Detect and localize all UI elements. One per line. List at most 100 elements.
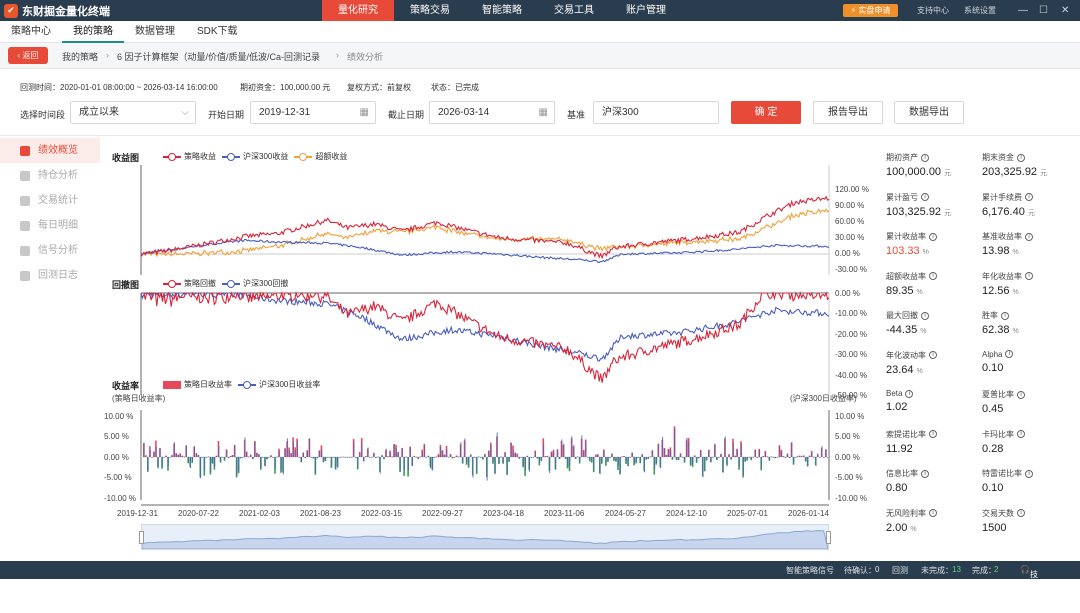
help-icon[interactable]: i (1025, 193, 1033, 201)
navigator-left-handle[interactable] (139, 531, 144, 544)
daily-bar (203, 457, 206, 476)
stat-value: 103,325.92 元 (886, 205, 952, 218)
maximize-icon[interactable]: ☐ (1039, 5, 1048, 16)
data-export-button[interactable]: 数据导出 (894, 101, 964, 124)
daily-bar (556, 449, 559, 457)
stat-value: 0.10 (982, 361, 1004, 374)
daily-bar (322, 457, 325, 462)
daily-bar (199, 457, 202, 478)
daily-bar (607, 457, 609, 463)
sidebar-item-trades[interactable]: 交易统计 (0, 188, 100, 213)
start-date-input[interactable]: 2019-12-31 ▦ (250, 101, 376, 124)
live-apply-button[interactable]: ⚡ 实盘申请 (843, 4, 898, 17)
benchmark-daily-bar (504, 452, 506, 457)
stat-value: 0.10 (982, 482, 1004, 494)
range-navigator[interactable] (139, 524, 831, 550)
signal-label[interactable]: 智能策略信号 (786, 566, 834, 575)
nav-quant-research[interactable]: 量化研究 (322, 0, 394, 21)
help-icon[interactable]: i (1025, 232, 1033, 241)
sidebar-label: 绩效概览 (38, 145, 78, 156)
nav-smart-strategy[interactable]: 智能策略 (482, 5, 522, 16)
help-icon[interactable]: i (1001, 311, 1009, 320)
help-icon[interactable]: i (1025, 272, 1033, 280)
daily-bar (693, 455, 696, 457)
help-icon[interactable]: i (921, 193, 929, 201)
help-icon[interactable]: i (921, 311, 929, 320)
benchmark-daily-bar (436, 456, 438, 458)
help-icon[interactable]: i (929, 509, 937, 517)
stat-value: 103.33% (886, 245, 929, 257)
sidebar-item-daily[interactable]: 每日明细 (0, 213, 100, 238)
daily-bar (395, 444, 397, 457)
benchmark-daily-bar (218, 445, 220, 457)
daily-bar (369, 457, 371, 458)
help-icon[interactable]: i (929, 430, 937, 438)
benchmark-daily-bar (490, 445, 492, 457)
daily-bar (397, 452, 399, 457)
help-icon[interactable]: i (921, 469, 929, 478)
help-icon[interactable]: i (1017, 390, 1025, 399)
benchmark-daily-bar (321, 449, 323, 457)
benchmark-daily-bar (773, 457, 775, 458)
nav-strategy-trading[interactable]: 策略交易 (410, 5, 450, 16)
benchmark-daily-bar (755, 449, 756, 457)
breadcrumb-my-strategy[interactable]: 我的策略 (62, 52, 99, 62)
help-icon[interactable]: i (1025, 469, 1033, 478)
benchmark-daily-bar (529, 457, 530, 472)
report-export-button[interactable]: 报告导出 (813, 101, 883, 124)
subnav-strategy-center[interactable]: 策略中心 (11, 26, 51, 37)
help-icon[interactable]: i (1017, 509, 1025, 517)
period-select[interactable]: 成立以来 ⌵ (70, 101, 196, 124)
benchmark-daily-bar (589, 457, 591, 462)
minimize-icon[interactable]: — (1018, 5, 1028, 16)
navigator-right-handle[interactable] (826, 531, 831, 544)
settings-link[interactable]: 系统设置 (964, 6, 996, 15)
help-icon[interactable]: i (1005, 350, 1014, 358)
subnav-my-strategy[interactable]: 我的策略 (62, 21, 124, 43)
close-icon[interactable]: ✕ (1061, 5, 1070, 16)
benchmark-daily-bar (779, 446, 781, 457)
daily-bar (802, 455, 805, 457)
breadcrumb-strategy[interactable]: 6 因子计算框架（动量/价值/质量/低波/Ca-回测记录 (117, 52, 321, 62)
daily-bar (223, 457, 226, 461)
benchmark-daily-bar (728, 454, 730, 457)
daily-bar (179, 453, 181, 457)
subnav-sdk-download[interactable]: SDK下载 (197, 26, 238, 37)
back-button[interactable]: ‹ 返回 (8, 47, 48, 64)
daily-bar (205, 457, 208, 458)
benchmark-input[interactable]: 沪深300 (593, 101, 719, 124)
nav-trading-tools[interactable]: 交易工具 (554, 5, 594, 16)
help-icon[interactable]: i (929, 232, 937, 241)
daily-bar (490, 442, 492, 457)
support-link[interactable]: 支持中心 (917, 6, 949, 15)
stat-value: 6,176.40 元 (982, 205, 1035, 218)
help-icon[interactable]: i (929, 351, 937, 359)
sidebar-item-log[interactable]: 回测日志 (0, 263, 100, 288)
help-icon[interactable]: i (1017, 153, 1025, 162)
help-icon[interactable]: i (1017, 430, 1025, 438)
daily-bar (827, 457, 829, 458)
benchmark-daily-bar (327, 457, 329, 458)
subnav-data-mgmt[interactable]: 数据管理 (135, 26, 175, 37)
benchmark-daily-bar (619, 457, 621, 474)
end-date-input[interactable]: 2026-03-14 ▦ (429, 101, 555, 124)
y-tick: -20.00 % (835, 330, 868, 339)
benchmark-daily-bar (583, 451, 585, 457)
support-button[interactable]: 🎧 技术支持 (1020, 565, 1038, 612)
benchmark-daily-bar (545, 456, 547, 457)
sidebar-item-performance[interactable]: 绩效概览 (0, 138, 100, 163)
daily-bar (393, 444, 395, 457)
series-line (140, 291, 830, 362)
benchmark-daily-bar (577, 456, 579, 457)
help-icon[interactable]: i (921, 153, 929, 162)
sidebar-item-signals[interactable]: 信号分析 (0, 238, 100, 263)
sidebar-item-positions[interactable]: 持仓分析 (0, 163, 100, 188)
finished-label: 完成： (972, 566, 996, 575)
confirm-button[interactable]: 确 定 (731, 101, 801, 124)
help-icon[interactable]: i (905, 389, 914, 398)
daily-bar (318, 450, 321, 457)
help-icon[interactable]: i (929, 272, 937, 280)
daily-bar (558, 457, 561, 459)
stat-value: 23.64% (886, 363, 923, 376)
nav-account[interactable]: 账户管理 (626, 5, 666, 16)
